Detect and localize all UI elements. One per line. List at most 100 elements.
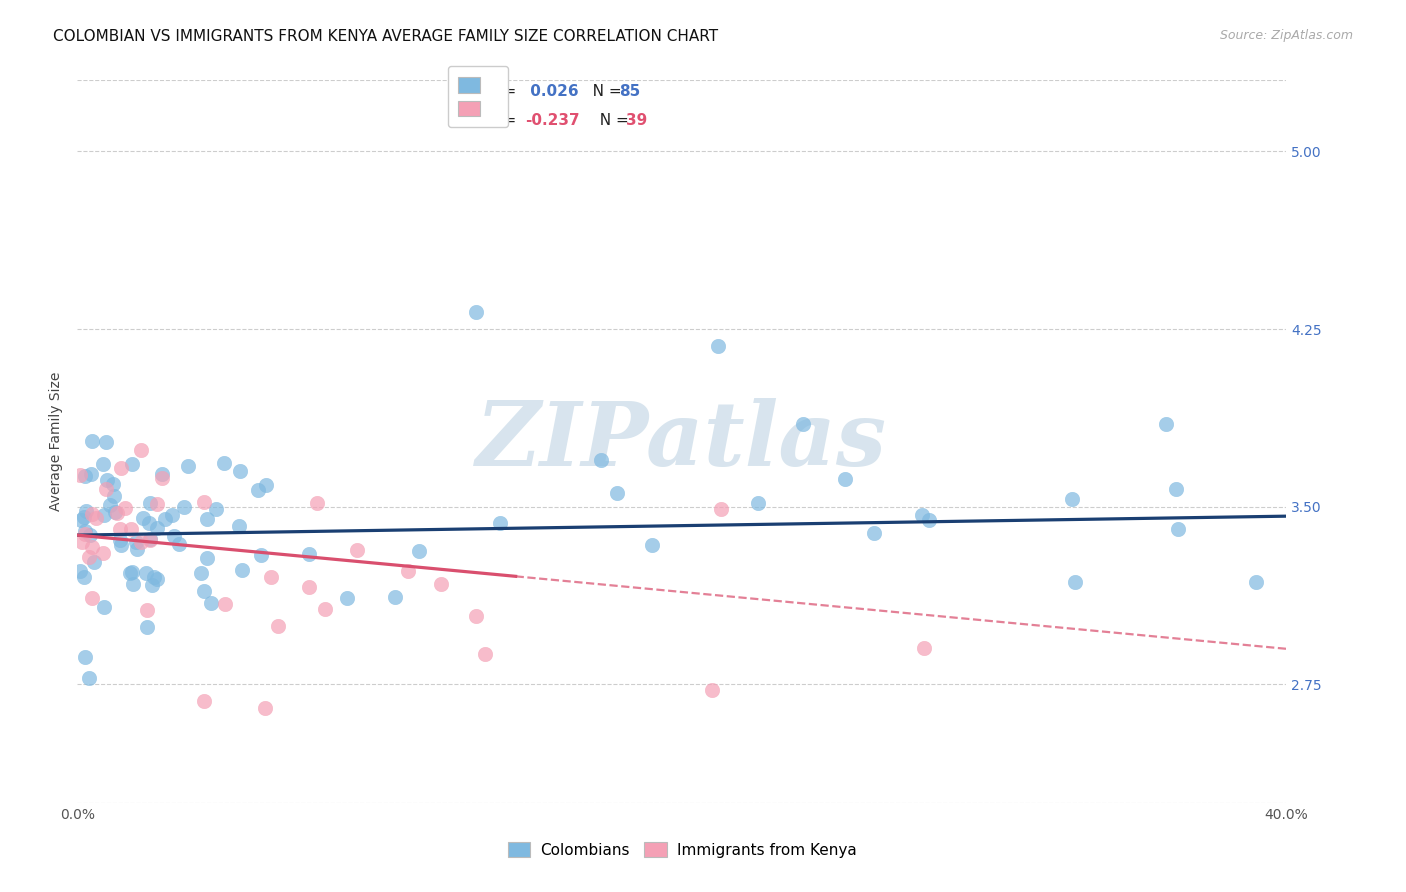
Text: N =: N =	[591, 112, 634, 128]
Point	[167, 537, 190, 551]
Point	[110, 460, 132, 475]
Point	[314, 602, 336, 616]
Text: R =: R =	[488, 112, 522, 128]
Point	[145, 521, 167, 535]
Point	[474, 647, 496, 661]
Point	[143, 570, 166, 584]
Point	[254, 478, 277, 492]
Point	[138, 516, 160, 530]
Point	[114, 501, 136, 516]
Point	[80, 540, 103, 554]
Point	[253, 701, 276, 715]
Point	[229, 465, 252, 479]
Point	[250, 549, 273, 563]
Point	[118, 566, 141, 580]
Point	[138, 533, 160, 547]
Point	[82, 434, 104, 448]
Text: 0.026: 0.026	[524, 84, 578, 99]
Point	[150, 467, 173, 481]
Point	[135, 566, 157, 580]
Point	[489, 516, 512, 531]
Legend: Colombians, Immigrants from Kenya: Colombians, Immigrants from Kenya	[502, 836, 862, 863]
Point	[408, 544, 430, 558]
Point	[231, 563, 253, 577]
Point	[641, 537, 664, 551]
Point	[98, 499, 121, 513]
Point	[153, 512, 176, 526]
Point	[83, 555, 105, 569]
Point	[465, 305, 488, 319]
Text: Source: ZipAtlas.com: Source: ZipAtlas.com	[1219, 29, 1353, 42]
Text: -0.237: -0.237	[524, 112, 579, 128]
Point	[139, 532, 162, 546]
Point	[139, 496, 162, 510]
Point	[96, 434, 118, 449]
Point	[912, 640, 935, 655]
Point	[129, 442, 152, 457]
Point	[136, 603, 159, 617]
Point	[94, 482, 117, 496]
Point	[79, 528, 101, 542]
Point	[146, 572, 169, 586]
Point	[73, 524, 96, 538]
Point	[200, 596, 222, 610]
Point	[73, 570, 96, 584]
Point	[834, 471, 856, 485]
Text: N =: N =	[578, 84, 627, 99]
Point	[1154, 417, 1177, 431]
Point	[384, 590, 406, 604]
Point	[429, 576, 451, 591]
Point	[73, 469, 96, 483]
Point	[125, 534, 148, 549]
Point	[121, 457, 143, 471]
Point	[96, 474, 118, 488]
Point	[911, 508, 934, 523]
Point	[110, 533, 132, 548]
Point	[918, 513, 941, 527]
Point	[127, 542, 149, 557]
Point	[80, 507, 103, 521]
Point	[122, 577, 145, 591]
Point	[93, 600, 115, 615]
Point	[121, 565, 143, 579]
Point	[747, 495, 769, 509]
Point	[84, 511, 107, 525]
Point	[132, 511, 155, 525]
Point	[104, 505, 127, 519]
Point	[228, 518, 250, 533]
Point	[110, 538, 132, 552]
Point	[145, 497, 167, 511]
Point	[69, 564, 91, 578]
Point	[305, 496, 328, 510]
Point	[73, 649, 96, 664]
Point	[346, 543, 368, 558]
Point	[69, 468, 91, 483]
Point	[129, 535, 152, 549]
Point	[707, 338, 730, 352]
Point	[76, 504, 98, 518]
Point	[267, 619, 290, 633]
Text: ZIPatlas: ZIPatlas	[477, 399, 887, 484]
Point	[792, 417, 814, 431]
Point	[1060, 491, 1083, 506]
Point	[190, 566, 212, 580]
Point	[1064, 575, 1087, 590]
Point	[260, 570, 283, 584]
Point	[396, 564, 419, 578]
Point	[710, 502, 733, 516]
Point	[193, 694, 215, 708]
Point	[82, 591, 104, 605]
Point	[214, 597, 236, 611]
Point	[1164, 482, 1187, 496]
Point	[298, 581, 321, 595]
Point	[247, 483, 270, 498]
Point	[141, 578, 163, 592]
Point	[212, 456, 235, 470]
Point	[73, 509, 96, 524]
Point	[103, 489, 125, 503]
Point	[77, 550, 100, 565]
Point	[72, 535, 94, 549]
Point	[160, 508, 183, 523]
Point	[195, 511, 218, 525]
Text: R =: R =	[488, 84, 522, 99]
